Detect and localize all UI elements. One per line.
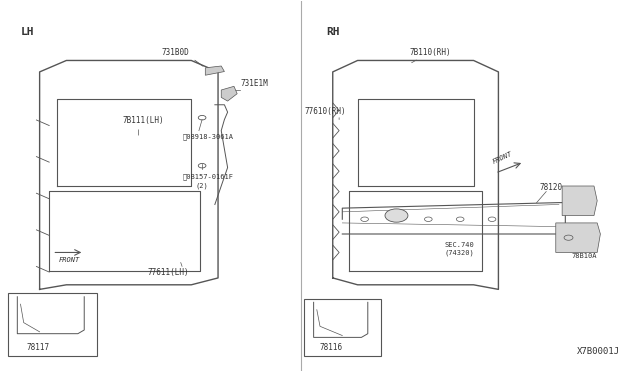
Text: SEC.740: SEC.740	[444, 242, 474, 248]
Text: 78120: 78120	[540, 183, 563, 192]
Text: (2): (2)	[196, 183, 209, 189]
Text: X7B0001J: X7B0001J	[577, 347, 620, 356]
Text: 731E1M: 731E1M	[241, 79, 268, 88]
Polygon shape	[562, 186, 597, 215]
Text: 731B0D: 731B0D	[162, 48, 189, 57]
Text: (74320): (74320)	[444, 249, 474, 256]
Text: 7B111(LH): 7B111(LH)	[122, 116, 164, 125]
Text: FRONT: FRONT	[59, 257, 80, 263]
FancyBboxPatch shape	[8, 293, 97, 356]
Text: 78117: 78117	[27, 343, 50, 352]
Text: 77611(LH): 77611(LH)	[148, 267, 189, 277]
Text: 78116: 78116	[320, 343, 343, 352]
Text: ⓝ08918-3061A: ⓝ08918-3061A	[183, 133, 234, 140]
Text: LH: LH	[20, 27, 34, 37]
Text: RH: RH	[326, 27, 340, 37]
Polygon shape	[221, 86, 237, 101]
Circle shape	[385, 209, 408, 222]
FancyBboxPatch shape	[304, 299, 381, 356]
Text: FRONT: FRONT	[492, 150, 514, 165]
Text: 78B10A: 78B10A	[572, 253, 597, 259]
Text: 77610(RH): 77610(RH)	[304, 107, 346, 116]
Text: 7B110(RH): 7B110(RH)	[409, 48, 451, 57]
Polygon shape	[205, 66, 225, 75]
Text: 79B15P: 79B15P	[565, 203, 591, 209]
Text: ⓝ0B157-0161F: ⓝ0B157-0161F	[183, 174, 234, 180]
Polygon shape	[556, 223, 600, 253]
Text: 78B10D: 78B10D	[559, 234, 584, 241]
Text: 78B10: 78B10	[565, 192, 588, 201]
